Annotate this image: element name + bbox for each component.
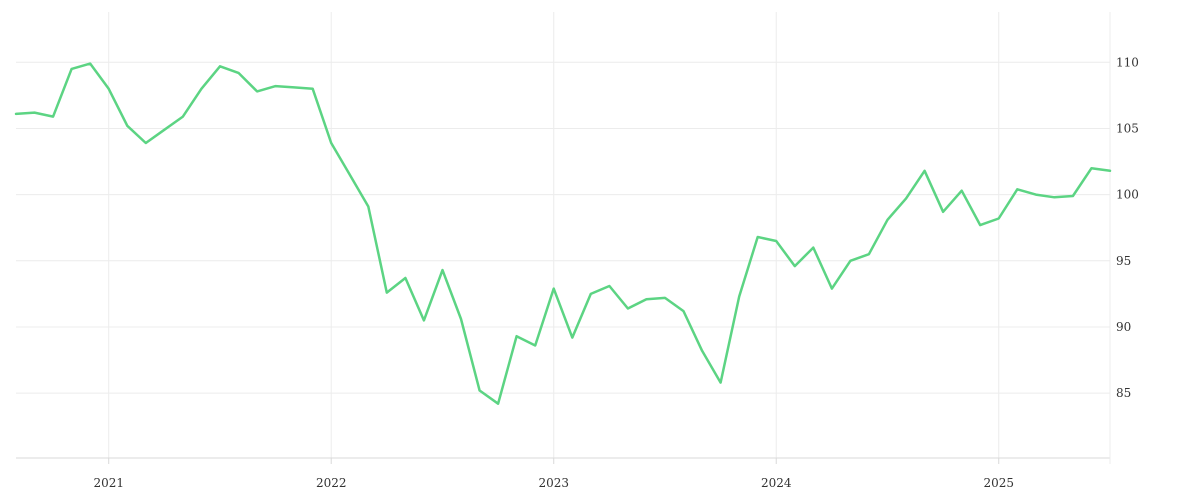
x-tick-label: 2023 (538, 476, 569, 490)
x-tick-label: 2021 (93, 476, 124, 490)
grid (16, 12, 1110, 458)
axes (16, 12, 1111, 464)
y-tick-label: 95 (1116, 254, 1131, 268)
y-tick-label: 85 (1116, 386, 1131, 400)
series-line (14, 62, 1112, 405)
y-tick-label: 110 (1116, 55, 1139, 69)
tick-labels: 85 90 95 100 105 110 2021 2022 2023 2024 2025 (93, 55, 1138, 490)
y-tick-label: 90 (1116, 320, 1131, 334)
x-tick-label: 2025 (983, 476, 1014, 490)
series-layer (14, 62, 1112, 405)
x-tick-label: 2022 (316, 476, 347, 490)
y-tick-label: 105 (1116, 121, 1139, 135)
y-tick-label: 100 (1116, 188, 1139, 202)
x-tick-label: 2024 (761, 476, 792, 490)
